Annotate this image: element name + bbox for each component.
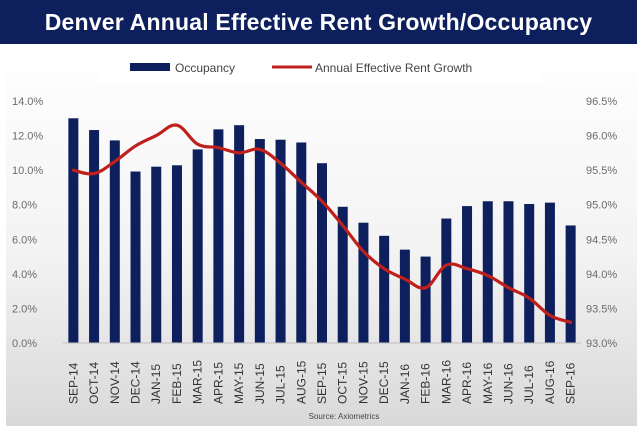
legend-box — [100, 53, 540, 83]
occupancy-bar — [462, 206, 473, 343]
occupancy-bar — [213, 129, 224, 343]
x-tick-label: JAN-15 — [149, 364, 163, 404]
occupancy-bar — [89, 130, 100, 343]
title-bar: Denver Annual Effective Rent Growth/Occu… — [0, 0, 637, 44]
x-axis-labels: SEP-14 OCT-14 NOV-14 DEC-14 JAN-15 FEB-15 MAR-… — [66, 360, 577, 404]
right-tick-label: 95.5% — [586, 165, 617, 177]
rent-growth-line-layer — [71, 123, 573, 324]
occupancy-bar — [441, 218, 452, 343]
x-tick-label: OCT-15 — [336, 362, 350, 404]
occupancy-bar — [524, 204, 535, 343]
x-tick-label: SEP-14 — [66, 362, 80, 404]
x-tick-label: NOV-14 — [108, 361, 122, 404]
x-tick-label: APR-16 — [460, 362, 474, 404]
right-tick-label: 93.5% — [586, 303, 617, 315]
rent-growth-line — [71, 123, 573, 324]
x-tick-label: JUN-16 — [501, 363, 515, 404]
left-tick-label: 4.0% — [12, 269, 37, 281]
occupancy-bar — [358, 222, 369, 343]
chart-title: Denver Annual Effective Rent Growth/Occu… — [44, 8, 593, 35]
right-tick-label: 95.0% — [586, 200, 617, 212]
legend-occupancy-label: Occupancy — [175, 61, 235, 75]
x-tick-label: MAY-16 — [481, 362, 495, 404]
left-tick-label: 10.0% — [12, 165, 43, 177]
legend: Occupancy Annual Effective Rent Growth — [100, 53, 540, 83]
x-tick-label: MAR-16 — [439, 360, 453, 404]
right-tick-label: 94.5% — [586, 234, 617, 246]
right-tick-label: 96.5% — [586, 96, 617, 108]
occupancy-bar — [317, 163, 327, 343]
source-note: Source: Axiometrics — [309, 412, 380, 421]
left-axis-ticks: 0.0% 2.0% 4.0% 6.0% 8.0% 10.0% 12.0% 14.0% — [12, 96, 43, 350]
left-tick-label: 0.0% — [12, 338, 37, 350]
left-tick-label: 14.0% — [12, 96, 43, 108]
legend-rent-label: Annual Effective Rent Growth — [315, 61, 472, 75]
occupancy-bar — [337, 206, 348, 343]
occupancy-bars — [68, 118, 576, 344]
x-tick-label: FEB-15 — [170, 363, 184, 404]
occupancy-bar — [254, 139, 265, 343]
x-tick-label: AUG-16 — [543, 360, 557, 404]
occupancy-bar — [565, 225, 576, 343]
occupancy-bar — [420, 256, 431, 343]
occupancy-bar — [296, 142, 307, 343]
occupancy-bar — [171, 165, 182, 343]
right-tick-label: 93.0% — [586, 338, 617, 350]
x-tick-label: JUN-15 — [253, 363, 267, 404]
left-tick-label: 2.0% — [12, 303, 37, 315]
x-tick-label: SEP-16 — [564, 362, 578, 404]
occupancy-bar — [192, 149, 203, 343]
x-tick-label: FEB-16 — [419, 363, 433, 404]
right-tick-label: 96.0% — [586, 131, 617, 143]
x-tick-label: NOV-15 — [356, 361, 370, 404]
x-tick-label: MAR-15 — [191, 360, 205, 404]
x-tick-label: JAN-16 — [398, 364, 412, 404]
x-tick-label: SEP-15 — [315, 362, 329, 404]
right-tick-label: 94.0% — [586, 269, 617, 281]
x-tick-label: AUG-15 — [294, 360, 308, 404]
occupancy-bar — [130, 171, 141, 343]
left-tick-label: 12.0% — [12, 131, 43, 143]
left-tick-label: 6.0% — [12, 234, 37, 246]
occupancy-bar — [234, 125, 245, 343]
occupancy-bar — [544, 202, 555, 343]
occupancy-bar — [275, 139, 286, 343]
occupancy-bar — [399, 249, 410, 343]
x-tick-label: OCT-14 — [87, 362, 101, 404]
right-axis-ticks: 93.0% 93.5% 94.0% 94.5% 95.0% 95.5% 96.0% 96.5% — [586, 96, 617, 350]
legend-occupancy-swatch — [130, 63, 170, 71]
x-tick-label: DEC-15 — [377, 361, 391, 404]
occupancy-bar — [503, 201, 514, 343]
occupancy-bar — [109, 140, 120, 343]
occupancy-bar — [482, 201, 493, 343]
occupancy-bar — [68, 118, 79, 344]
occupancy-bar — [379, 235, 390, 343]
x-tick-label: APR-15 — [211, 362, 225, 404]
x-tick-label: JUL-16 — [522, 365, 536, 404]
x-tick-label: JUL-15 — [274, 365, 288, 404]
left-tick-label: 8.0% — [12, 200, 37, 212]
x-tick-label: DEC-14 — [129, 361, 143, 404]
x-tick-label: MAY-15 — [232, 362, 246, 404]
occupancy-bar — [151, 166, 162, 343]
